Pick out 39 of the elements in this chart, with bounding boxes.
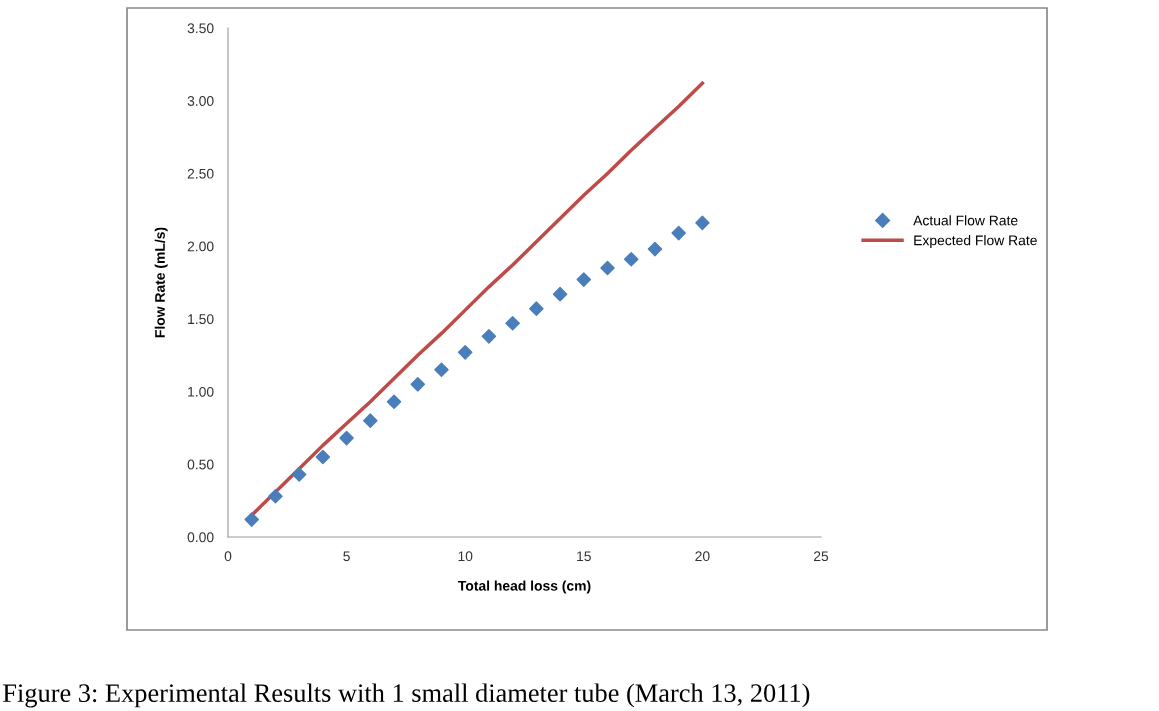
point xyxy=(386,394,402,410)
point xyxy=(695,215,710,231)
point xyxy=(623,251,639,267)
x-axis-title: Total head loss (cm) xyxy=(458,580,591,594)
x-tick-label: 20 xyxy=(695,551,710,562)
y-tick-label: 3.50 xyxy=(187,23,214,34)
y-tick-label: 2.50 xyxy=(187,168,214,179)
y-tick-label: 0.50 xyxy=(187,459,214,470)
y-tick-label: 3.00 xyxy=(187,96,214,106)
legend-label: Expected Flow Rate xyxy=(914,235,1037,249)
point xyxy=(457,345,473,360)
x-tick-label: 5 xyxy=(343,551,350,562)
point xyxy=(339,430,354,446)
point xyxy=(291,467,307,482)
point xyxy=(410,377,426,392)
point xyxy=(647,241,663,257)
point xyxy=(244,512,260,527)
point xyxy=(268,488,283,504)
y-tick-label: 1.00 xyxy=(188,386,214,397)
point xyxy=(363,413,378,428)
x-tick-label: 15 xyxy=(577,551,591,562)
legend-label: Actual Flow Rate xyxy=(913,215,1018,226)
x-tick-label: 25 xyxy=(813,551,829,562)
y-axis-title: Flow Rate (mL/s) xyxy=(154,227,168,338)
y-tick-label: 2.00 xyxy=(187,241,214,252)
point xyxy=(529,301,544,316)
point xyxy=(600,260,615,276)
point xyxy=(576,272,592,287)
point xyxy=(671,225,686,241)
point xyxy=(481,329,497,344)
point xyxy=(505,315,520,331)
x-tick-label: 10 xyxy=(458,551,473,562)
x-tick-label: 0 xyxy=(224,551,232,562)
y-tick-label: 0.00 xyxy=(187,532,214,543)
point xyxy=(552,286,568,302)
point xyxy=(315,449,331,465)
point xyxy=(434,362,449,378)
caption: Figure 3: Experimental Results with 1 small diameter tube (March 13, 2011) xyxy=(3,683,810,708)
y-tick-label: 1.50 xyxy=(188,314,214,325)
